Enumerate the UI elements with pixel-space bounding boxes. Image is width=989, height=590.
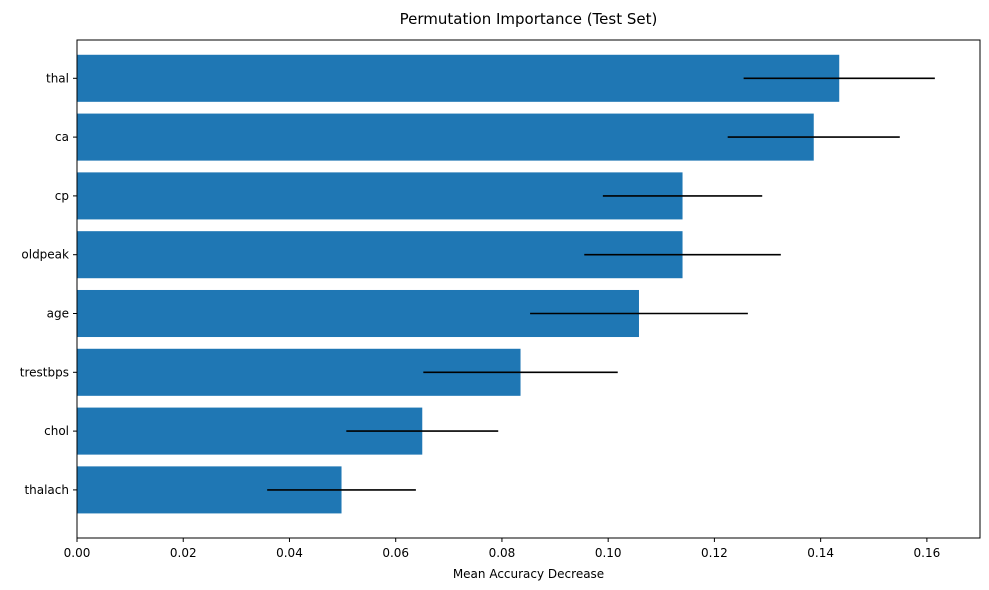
- x-axis-ticks: 0.00 0.02 0.04 0.06 0.08 0.10 0.12 0.14 0.16: [64, 538, 941, 560]
- x-tick-label-7: 0.14: [807, 546, 834, 560]
- y-tick-label-thal: thal: [46, 71, 69, 85]
- chart-title: Permutation Importance (Test Set): [400, 10, 658, 28]
- x-tick-label-3: 0.06: [382, 546, 409, 560]
- y-tick-label-trestbps: trestbps: [20, 365, 69, 379]
- plot-frame: [76, 39, 981, 539]
- x-tick-label-1: 0.02: [170, 546, 197, 560]
- x-tick-label-2: 0.04: [276, 546, 303, 560]
- x-axis-label: Mean Accuracy Decrease: [453, 567, 604, 581]
- bar-cp: [77, 172, 683, 220]
- bar-oldpeak: [77, 231, 683, 279]
- y-tick-label-chol: chol: [44, 424, 69, 438]
- y-tick-label-age: age: [47, 307, 69, 321]
- y-tick-label-oldpeak: oldpeak: [21, 248, 69, 262]
- bars-group: [77, 54, 840, 514]
- x-tick-label-6: 0.12: [701, 546, 728, 560]
- bar-thal: [77, 54, 840, 102]
- y-axis-ticks: thal ca cp oldpeak age trestbps chol thalach: [20, 71, 77, 497]
- bar-ca: [77, 113, 814, 161]
- x-tick-label-5: 0.10: [595, 546, 622, 560]
- y-tick-label-ca: ca: [55, 130, 69, 144]
- x-tick-label-4: 0.08: [489, 546, 516, 560]
- y-tick-label-thalach: thalach: [24, 483, 69, 497]
- error-bars-group: [267, 77, 935, 491]
- x-tick-label-8: 0.16: [914, 546, 941, 560]
- x-tick-label-0: 0.00: [64, 546, 91, 560]
- y-tick-label-cp: cp: [55, 189, 69, 203]
